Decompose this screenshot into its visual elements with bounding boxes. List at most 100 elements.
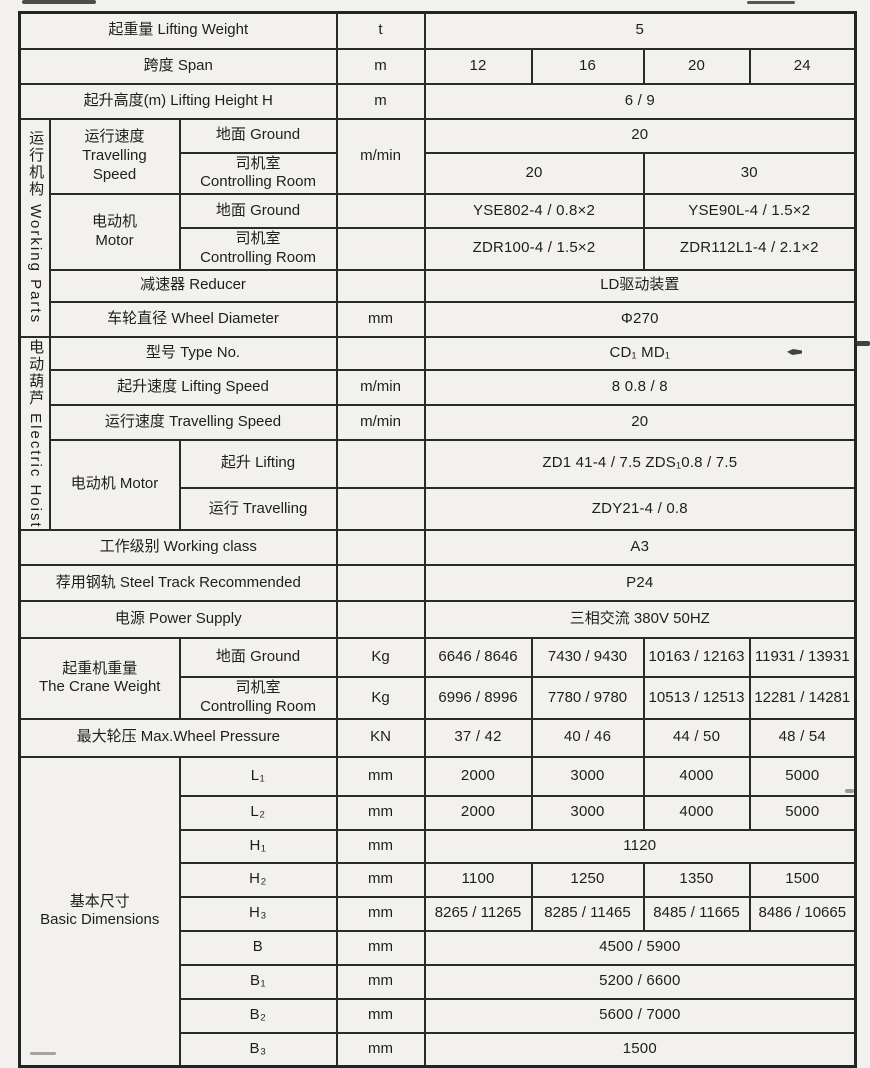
max-wheel-pressure-label: 最大轮压 Max.Wheel Pressure: [18, 717, 338, 758]
scan-artifact: [30, 1052, 56, 1055]
row-dim-h2: H₂ mm 1100 1250 1350 1500: [20, 861, 857, 898]
reducer-label: 减速器 Reducer: [48, 268, 338, 303]
motor-label: 电动机 Motor: [48, 193, 181, 271]
wheel-diameter-unit: mm: [335, 300, 426, 338]
hoist-lifting-speed-unit: m/min: [335, 368, 426, 406]
scan-artifact: [845, 789, 854, 793]
row-travelling-speed-room: 司机室 Controlling Room 20 30: [20, 151, 857, 195]
dim-h2-v1: 1100: [423, 861, 533, 898]
dim-b3-unit: mm: [335, 1031, 426, 1068]
dim-h2-v4: 1500: [748, 861, 857, 898]
span-value-16: 16: [530, 47, 645, 85]
dim-h2-v3: 1350: [642, 861, 751, 898]
travelling-speed-label: 运行速度 Travelling Speed: [48, 117, 181, 195]
reducer-unit-empty: [335, 268, 426, 303]
crane-spec-table: 起重量 Lifting Weight t 5 跨度 Span m 12 16 2…: [18, 11, 858, 1068]
hoist-motor-lifting-value: ZD1 41-4 / 7.5 ZDS₁0.8 / 7.5: [423, 438, 857, 490]
hoist-travelling-speed-value: 20: [423, 403, 857, 441]
hoist-lifting-speed-label: 起升速度 Lifting Speed: [48, 368, 338, 406]
dim-l1-label: L₁: [178, 755, 338, 797]
dim-b-label: B: [178, 929, 338, 966]
lifting-weight-unit: t: [335, 11, 426, 50]
dim-h3-label: H₃: [178, 895, 338, 932]
section-electric-hoist: 电动葫芦 Electric Hoist: [18, 335, 51, 532]
scan-artifact: [787, 349, 802, 355]
dim-l2-label: L₂: [178, 794, 338, 831]
dim-l1-v1: 2000: [423, 755, 533, 797]
dim-b1-value: 5200 / 6600: [423, 963, 857, 1000]
dim-h3-v4: 8486 / 10665: [748, 895, 857, 932]
span-value-12: 12: [423, 47, 533, 85]
crane-weight-label: 起重机重量 The Crane Weight: [18, 637, 181, 720]
row-type-no: 电动葫芦 Electric Hoist 型号 Type No. CD₁ MD₁: [18, 335, 857, 532]
scan-artifact: [22, 0, 96, 4]
dim-b2-unit: mm: [335, 997, 426, 1034]
power-supply-value: 三相交流 380V 50HZ: [423, 600, 857, 640]
hoist-lifting-speed-value: 8 0.8 / 8: [423, 368, 857, 406]
lifting-height-unit: m: [335, 82, 426, 120]
working-class-label: 工作级别 Working class: [18, 529, 338, 567]
crane-weight-ground-v3: 10163 / 12163: [642, 637, 751, 679]
row-dim-b2: B₂ mm 5600 / 7000: [20, 997, 857, 1034]
wheel-diameter-label: 车轮直径 Wheel Diameter: [48, 300, 338, 338]
motor-room-value-2: ZDR112L1-4 / 2.1×2: [642, 227, 857, 271]
max-wheel-pressure-v2: 40 / 46: [530, 717, 645, 758]
crane-weight-ground-label: 地面 Ground: [178, 637, 338, 679]
hoist-motor-label: 电动机 Motor: [48, 438, 181, 532]
hoist-motor-lifting-unit-empty: [335, 438, 426, 490]
row-dim-b1: B₁ mm 5200 / 6600: [20, 963, 857, 1000]
dim-b3-label: B₃: [178, 1031, 338, 1068]
max-wheel-pressure-v3: 44 / 50: [642, 717, 751, 758]
power-supply-unit-empty: [335, 600, 426, 640]
dim-l2-unit: mm: [335, 794, 426, 831]
dim-l2-v3: 4000: [642, 794, 751, 831]
row-dim-h3: H₃ mm 8265 / 11265 8285 / 11465 8485 / 1…: [20, 895, 857, 932]
type-no-unit-empty: [335, 335, 426, 371]
dim-h3-unit: mm: [335, 895, 426, 932]
span-label: 跨度 Span: [18, 47, 338, 85]
dim-b-value: 4500 / 5900: [423, 929, 857, 966]
dim-h2-unit: mm: [335, 861, 426, 898]
dim-b2-value: 5600 / 7000: [423, 997, 857, 1034]
crane-weight-ground-v1: 6646 / 8646: [423, 637, 533, 679]
max-wheel-pressure-v1: 37 / 42: [423, 717, 533, 758]
dim-b2-label: B₂: [178, 997, 338, 1034]
crane-weight-room-label: 司机室 Controlling Room: [178, 676, 338, 720]
crane-weight-room-v3: 10513 / 12513: [642, 676, 751, 720]
hoist-motor-lifting-label: 起升 Lifting: [178, 438, 338, 490]
steel-track-unit-empty: [335, 564, 426, 603]
dim-l1-v3: 4000: [642, 755, 751, 797]
working-class-value: A3: [423, 529, 857, 567]
reducer-value: LD驱动装置: [423, 268, 857, 303]
row-hoist-motor-lifting: 电动机 Motor 起升 Lifting ZD1 41-4 / 7.5 ZDS₁…: [20, 438, 857, 532]
crane-weight-ground-v2: 7430 / 9430: [530, 637, 645, 679]
row-power-supply: 电源 Power Supply 三相交流 380V 50HZ: [18, 600, 857, 640]
travelling-speed-room-value-1: 20: [423, 151, 645, 195]
row-hoist-travelling-speed: 运行速度 Travelling Speed m/min 20: [20, 403, 857, 441]
dim-h3-v1: 8265 / 11265: [423, 895, 533, 932]
max-wheel-pressure-unit: KN: [335, 717, 426, 758]
dim-h2-label: H₂: [178, 861, 338, 898]
type-no-label: 型号 Type No.: [48, 335, 338, 371]
scan-artifact: [747, 1, 795, 4]
motor-ground-value-2: YSE90L-4 / 1.5×2: [642, 193, 857, 229]
row-dim-b: B mm 4500 / 5900: [20, 929, 857, 966]
row-steel-track: 荐用钢轨 Steel Track Recommended P24: [18, 564, 857, 603]
span-value-20: 20: [642, 47, 751, 85]
travelling-speed-unit: m/min: [335, 117, 426, 195]
row-hoist-lifting-speed: 起升速度 Lifting Speed m/min 8 0.8 / 8: [20, 368, 857, 406]
dim-l1-v4: 5000: [748, 755, 857, 797]
row-dim-l1: 基本尺寸 Basic Dimensions L₁ mm 2000 3000 40…: [18, 755, 857, 1068]
crane-weight-room-v4: 12281 / 14281: [748, 676, 857, 720]
motor-room-value-1: ZDR100-4 / 1.5×2: [423, 227, 645, 271]
scan-artifact: [855, 341, 870, 346]
steel-track-value: P24: [423, 564, 857, 603]
row-travelling-speed-ground: 运行机构 Working Parts 运行速度 Travelling Speed…: [18, 117, 857, 338]
row-lifting-height: 起升高度(m) Lifting Height H m 6 / 9: [18, 82, 857, 120]
hoist-travelling-speed-label: 运行速度 Travelling Speed: [48, 403, 338, 441]
row-crane-weight-room: 司机室 Controlling Room Kg 6996 / 8996 7780…: [20, 676, 857, 720]
dim-h1-label: H₁: [178, 828, 338, 864]
crane-weight-ground-v4: 11931 / 13931: [748, 637, 857, 679]
crane-weight-room-v2: 7780 / 9780: [530, 676, 645, 720]
